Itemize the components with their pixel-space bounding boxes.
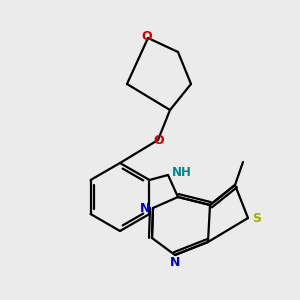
Text: O: O <box>142 31 152 44</box>
Text: N: N <box>140 202 150 214</box>
Text: S: S <box>253 212 262 224</box>
Text: NH: NH <box>172 167 192 179</box>
Text: N: N <box>170 256 180 269</box>
Text: O: O <box>154 134 164 146</box>
